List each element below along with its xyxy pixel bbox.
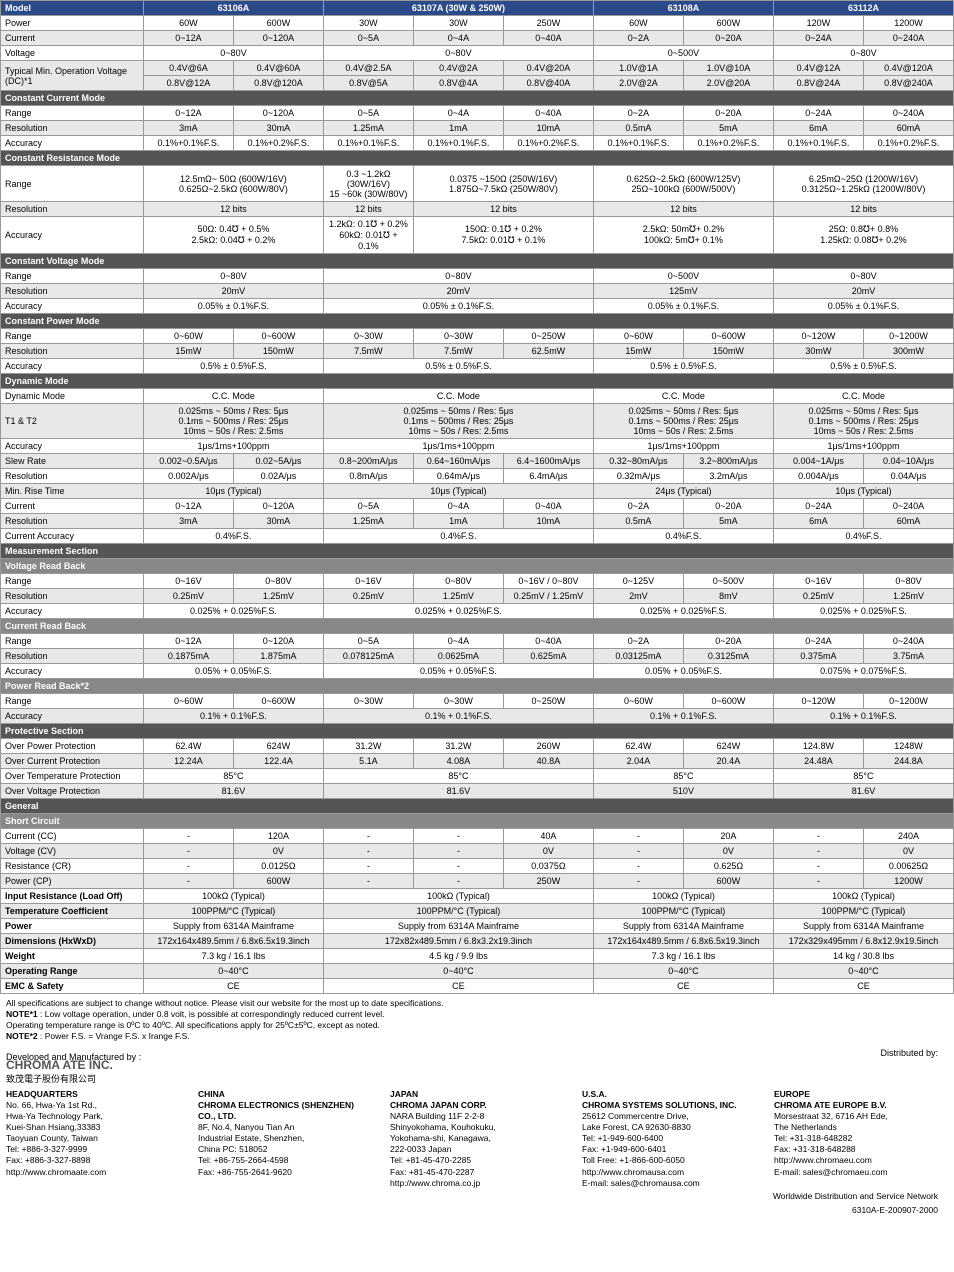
row-label: Over Power Protection xyxy=(1,739,144,754)
row-label: Temperature Coefficient xyxy=(1,904,144,919)
row-label: Range xyxy=(1,694,144,709)
row-label: Weight xyxy=(1,949,144,964)
office-block: EUROPECHROMA ATE EUROPE B.V.Morsestraat … xyxy=(774,1089,948,1188)
row-label: Current Accuracy xyxy=(1,529,144,544)
row-label: Accuracy xyxy=(1,299,144,314)
row-label: Accuracy xyxy=(1,136,144,151)
row-label: Resolution xyxy=(1,121,144,136)
section-header: Protective Section xyxy=(1,724,954,739)
row-label: Accuracy xyxy=(1,604,144,619)
row-label: Current xyxy=(1,499,144,514)
company-name: CHROMA ATE INC. xyxy=(6,1058,948,1072)
row-label: Input Resistance (Load Off) xyxy=(1,889,144,904)
section-header: Constant Current Mode xyxy=(1,91,954,106)
row-label: Slew Rate xyxy=(1,454,144,469)
row-label: Power (CP) xyxy=(1,874,144,889)
section-header: Current Read Back xyxy=(1,619,954,634)
row-label: Resolution xyxy=(1,589,144,604)
row-label: Resistance (CR) xyxy=(1,859,144,874)
footnote-line: Operating temperature range is 0ºC to 40… xyxy=(6,1020,948,1031)
row-label: Voltage (CV) xyxy=(1,844,144,859)
row-label: T1 & T2 xyxy=(1,404,144,439)
spec-table: Model63106A63107A (30W & 250W)63108A6311… xyxy=(0,0,954,994)
footnote-line: All specifications are subject to change… xyxy=(6,998,948,1009)
row-label: Range xyxy=(1,574,144,589)
row-label: Voltage xyxy=(1,46,144,61)
col-model: Model xyxy=(1,1,144,16)
section-header: Constant Voltage Mode xyxy=(1,254,954,269)
row-label: Dimensions (HxWxD) xyxy=(1,934,144,949)
row-label: Current xyxy=(1,31,144,46)
section-header: Dynamic Mode xyxy=(1,374,954,389)
row-label: Resolution xyxy=(1,284,144,299)
row-label: Resolution xyxy=(1,202,144,217)
row-label: Resolution xyxy=(1,469,144,484)
row-label: Range xyxy=(1,634,144,649)
section-header: Constant Power Mode xyxy=(1,314,954,329)
model-header: 63107A (30W & 250W) xyxy=(323,1,593,16)
footnote-line: NOTE*1 : Low voltage operation, under 0.… xyxy=(6,1009,948,1020)
row-label: Operating Range xyxy=(1,964,144,979)
footnote-line: NOTE*2 : Power F.S. = Vrange F.S. x Iran… xyxy=(6,1031,948,1042)
section-header: General xyxy=(1,799,954,814)
office-block: HEADQUARTERSNo. 66, Hwa-Ya 1st Rd.,Hwa-Y… xyxy=(6,1089,180,1188)
row-label: Accuracy xyxy=(1,439,144,454)
office-block: CHINACHROMA ELECTRONICS (SHENZHEN) CO., … xyxy=(198,1089,372,1188)
row-label: Over Voltage Protection xyxy=(1,784,144,799)
row-label: Accuracy xyxy=(1,359,144,374)
model-header: 63108A xyxy=(593,1,773,16)
row-label: Over Temperature Protection xyxy=(1,769,144,784)
row-label: Over Current Protection xyxy=(1,754,144,769)
row-label: Range xyxy=(1,166,144,202)
row-label: Power xyxy=(1,919,144,934)
model-header: 63112A xyxy=(773,1,953,16)
row-label: Min. Rise Time xyxy=(1,484,144,499)
model-header: 63106A xyxy=(143,1,323,16)
section-header: Voltage Read Back xyxy=(1,559,954,574)
row-label: Resolution xyxy=(1,344,144,359)
office-block: JAPANCHROMA JAPAN CORP.NARA Building 11F… xyxy=(390,1089,564,1188)
row-label: Current (CC) xyxy=(1,829,144,844)
row-label: Accuracy xyxy=(1,709,144,724)
row-label: Resolution xyxy=(1,649,144,664)
row-label: Resolution xyxy=(1,514,144,529)
company-name-cn: 致茂電子股份有限公司 xyxy=(6,1072,948,1085)
row-label: Accuracy xyxy=(1,217,144,254)
row-label: Range xyxy=(1,269,144,284)
row-label: Accuracy xyxy=(1,664,144,679)
section-header: Short Circuit xyxy=(1,814,954,829)
section-header: Constant Resistance Mode xyxy=(1,151,954,166)
row-label: Typical Min. Operation Voltage (DC)*1 xyxy=(1,61,144,91)
row-label: Range xyxy=(1,106,144,121)
row-label: Dynamic Mode xyxy=(1,389,144,404)
footer: Developed and Manufactured by : Distribu… xyxy=(0,1046,954,1222)
row-label: Power xyxy=(1,16,144,31)
row-label: Range xyxy=(1,329,144,344)
footnotes: All specifications are subject to change… xyxy=(0,994,954,1046)
footer-tail-2: 6310A-E-200907-2000 xyxy=(6,1203,948,1217)
footer-tail-1: Worldwide Distribution and Service Netwo… xyxy=(6,1189,948,1203)
office-block: U.S.A.CHROMA SYSTEMS SOLUTIONS, INC.2561… xyxy=(582,1089,756,1188)
row-label: EMC & Safety xyxy=(1,979,144,994)
distributed-by: Distributed by: xyxy=(6,1048,948,1058)
section-header: Measurement Section xyxy=(1,544,954,559)
section-header: Power Read Back*2 xyxy=(1,679,954,694)
